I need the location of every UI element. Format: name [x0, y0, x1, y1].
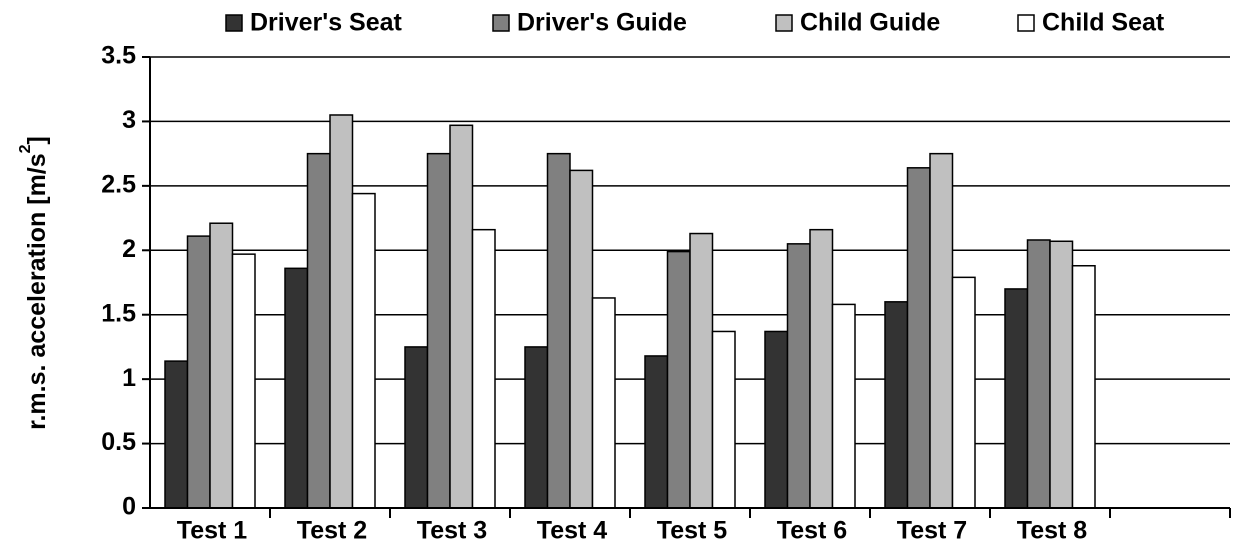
y-axis-label: r.m.s. acceleration [m/s2]: [17, 136, 50, 430]
x-tick-label: Test 3: [417, 517, 487, 545]
y-axis-label-main: r.m.s. acceleration [m/s: [23, 153, 51, 430]
y-tick-label: 3: [122, 106, 136, 134]
bar: [929, 152, 954, 509]
bar: [449, 124, 474, 509]
bar: [209, 222, 234, 509]
bar: [284, 267, 309, 509]
y-tick-label: 2: [122, 235, 136, 263]
bar: [786, 243, 811, 509]
x-tick-label: Test 2: [297, 517, 367, 545]
bar: [644, 355, 669, 509]
legend-swatch: [775, 14, 793, 32]
bar: [569, 169, 594, 509]
x-tick-label: Test 4: [537, 517, 607, 545]
bar: [1049, 240, 1074, 509]
y-axis-label-sup: 2: [17, 144, 34, 153]
x-tick-label: Test 7: [897, 517, 967, 545]
bar: [329, 114, 354, 509]
x-tick-label: Test 8: [1017, 517, 1087, 545]
bar: [1071, 264, 1096, 509]
legend-label: Driver's Seat: [250, 9, 403, 37]
bar: [666, 250, 691, 509]
bar: [164, 360, 189, 509]
bar: [591, 297, 616, 509]
bar: [546, 152, 571, 509]
x-tick-label: Test 5: [657, 517, 727, 545]
legend-swatch: [225, 14, 243, 32]
x-tick-label: Test 6: [777, 517, 847, 545]
bar: [524, 346, 549, 509]
bar: [186, 235, 211, 509]
y-tick-label: 0.5: [101, 428, 136, 456]
bar: [764, 330, 789, 509]
bar: [884, 301, 909, 509]
bar: [831, 303, 856, 509]
bar: [1004, 288, 1029, 509]
bar: [951, 276, 976, 509]
y-tick-label: 0: [122, 493, 136, 521]
y-tick-label: 3.5: [101, 42, 136, 70]
y-tick-label: 1.5: [101, 299, 136, 327]
bar: [1026, 239, 1051, 509]
bar: [809, 228, 834, 509]
legend-swatch: [492, 14, 510, 32]
y-tick-label: 1: [122, 364, 136, 392]
legend-swatch: [1017, 14, 1035, 32]
legend-label: Child Guide: [800, 9, 940, 37]
bar: [351, 192, 376, 509]
bar: [426, 152, 451, 509]
bar: [306, 152, 331, 509]
bar: [231, 253, 256, 509]
legend-label: Child Seat: [1042, 9, 1165, 37]
legend-label: Driver's Guide: [517, 9, 687, 37]
x-tick-label: Test 1: [177, 517, 247, 545]
bar: [404, 346, 429, 509]
bar: [689, 232, 714, 509]
bar: [906, 167, 931, 509]
bar: [711, 330, 736, 509]
y-tick-label: 2.5: [101, 170, 136, 198]
y-axis-label-end: ]: [23, 136, 51, 144]
bar: [471, 228, 496, 509]
